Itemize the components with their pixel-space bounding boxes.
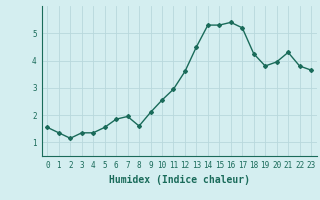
X-axis label: Humidex (Indice chaleur): Humidex (Indice chaleur) bbox=[109, 175, 250, 185]
